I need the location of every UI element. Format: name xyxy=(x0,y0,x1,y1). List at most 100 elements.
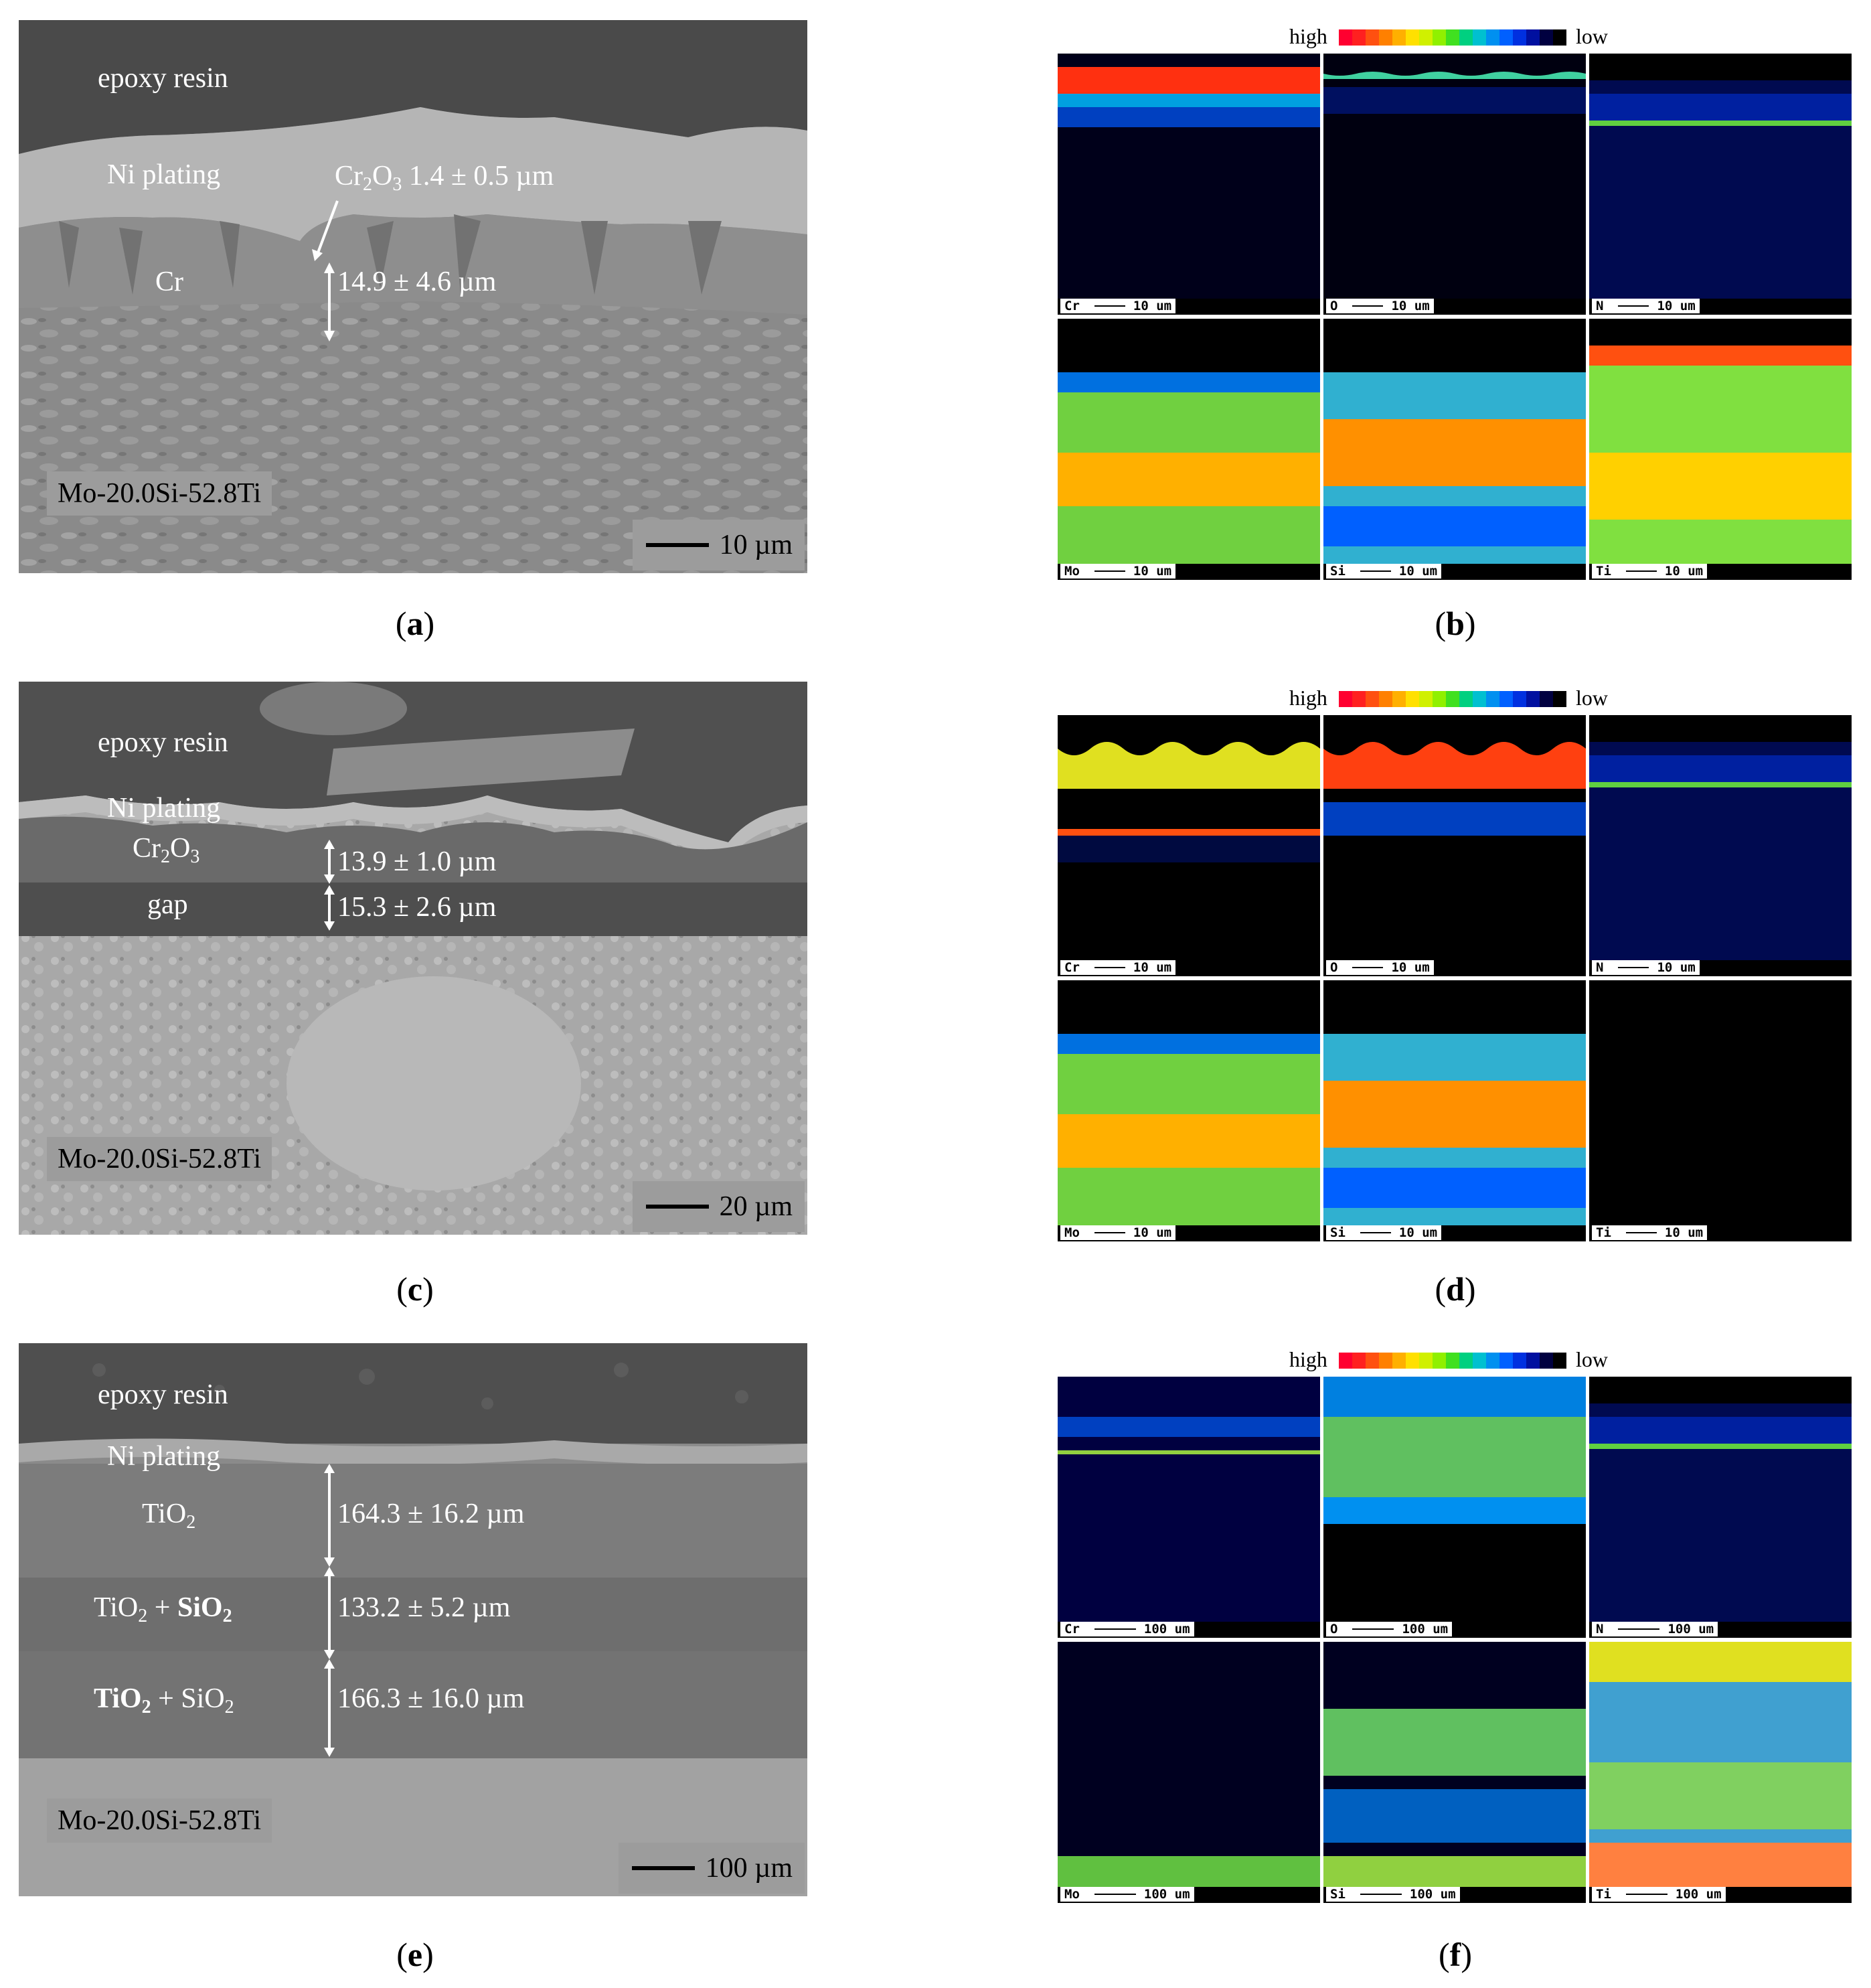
map-label: Cr 100 um xyxy=(1060,1622,1194,1636)
element-map-grid: Cr 100 um O 100 um N 100 um Mo 100 um Si 100 … xyxy=(1058,1377,1852,1903)
color-swatch xyxy=(1499,29,1513,46)
map-scale-label: 10 um xyxy=(1391,960,1430,975)
map-scale-label: 10 um xyxy=(1398,564,1438,579)
element-map-ti: Ti 10 um xyxy=(1589,980,1852,1241)
sem-image-e: epoxy resin Ni plating TiO2 164.3 ± 16.2… xyxy=(19,1343,807,1896)
map-label: Ti 10 um xyxy=(1592,1225,1708,1240)
color-swatch xyxy=(1446,1353,1459,1369)
map-scale-label: 100 um xyxy=(1143,1887,1190,1902)
map-scale-bar xyxy=(1094,305,1125,307)
map-label: Cr 10 um xyxy=(1060,299,1176,313)
map-scale-label: 10 um xyxy=(1664,1225,1704,1240)
map-label: Mo 10 um xyxy=(1060,1225,1176,1240)
element-symbol: Si xyxy=(1330,1225,1346,1240)
color-swatch xyxy=(1419,1353,1433,1369)
thickness-arrows-e xyxy=(324,1464,335,1757)
caption-b: (b) xyxy=(1435,605,1476,642)
map-scale-bar xyxy=(1094,1232,1125,1233)
element-map-image xyxy=(1058,980,1320,1225)
element-map-image xyxy=(1323,715,1586,960)
color-swatch xyxy=(1526,691,1540,707)
element-symbol: Cr xyxy=(1064,960,1080,975)
element-symbol: O xyxy=(1330,1622,1338,1636)
alloy-label-c: Mo-20.0Si-52.8Ti xyxy=(47,1137,272,1181)
map-label: O 10 um xyxy=(1326,299,1434,313)
element-symbol: N xyxy=(1596,1622,1604,1636)
epoxy-resin-label: epoxy resin xyxy=(98,1379,228,1410)
map-scale-bar xyxy=(1352,1628,1394,1630)
color-swatch xyxy=(1419,29,1433,46)
map-scale-label: 10 um xyxy=(1133,564,1172,579)
color-swatch xyxy=(1392,1353,1406,1369)
color-scale-bar xyxy=(1339,1353,1566,1369)
element-map-si: Si 10 um xyxy=(1323,980,1586,1241)
caption-a: (a) xyxy=(395,605,435,642)
element-symbol: Si xyxy=(1330,1887,1346,1902)
color-swatch xyxy=(1526,29,1540,46)
element-symbol: Cr xyxy=(1064,299,1080,313)
map-label: Si 10 um xyxy=(1326,1225,1442,1240)
element-map-mo: Mo 10 um xyxy=(1058,319,1320,580)
thickness-arrows-a xyxy=(312,200,339,341)
sem-image-a: epoxy resin Ni plating Cr2O3 1.4 ± 0.5 µ… xyxy=(19,20,807,573)
map-scale-bar xyxy=(1618,967,1649,968)
map-scale-bar xyxy=(1352,967,1384,968)
ni-plating-label: Ni plating xyxy=(107,793,221,824)
legend-high-label: high xyxy=(1289,1347,1327,1371)
ni-plating-label: Ni plating xyxy=(107,1441,221,1472)
color-swatch xyxy=(1366,1353,1379,1369)
element-map-image xyxy=(1058,715,1320,960)
map-scale-label: 10 um xyxy=(1133,960,1172,975)
element-symbol: Ti xyxy=(1596,564,1611,579)
map-label: N 10 um xyxy=(1592,299,1700,313)
color-swatch xyxy=(1379,691,1392,707)
element-symbol: Ti xyxy=(1596,1887,1611,1902)
element-map-image xyxy=(1323,54,1586,299)
scale-bar-c: 20 µm xyxy=(632,1181,805,1232)
legend-low-label: low xyxy=(1576,1347,1608,1371)
element-map-image xyxy=(1589,980,1852,1225)
map-scale-bar xyxy=(1094,1894,1136,1895)
epoxy-resin-label: epoxy resin xyxy=(98,727,228,758)
cr-layer-label: Cr xyxy=(155,266,183,297)
color-scale-bar xyxy=(1339,691,1566,707)
sem-micrograph-e xyxy=(19,1343,807,1896)
color-swatch xyxy=(1433,691,1446,707)
epoxy-resin-label: epoxy resin xyxy=(98,63,228,94)
color-swatch xyxy=(1352,1353,1366,1369)
map-scale-label: 100 um xyxy=(1409,1887,1456,1902)
map-label: O 100 um xyxy=(1326,1622,1453,1636)
element-symbol: Cr xyxy=(1064,1622,1080,1636)
color-swatch xyxy=(1406,691,1419,707)
caption-f: (f) xyxy=(1439,1936,1472,1973)
element-map-cr: Cr 10 um xyxy=(1058,715,1320,976)
map-scale-label: 10 um xyxy=(1664,564,1704,579)
color-swatch xyxy=(1366,691,1379,707)
map-scale-label: 100 um xyxy=(1402,1622,1449,1636)
color-swatch xyxy=(1446,29,1459,46)
color-swatch xyxy=(1473,691,1486,707)
scale-bar-a: 10 µm xyxy=(632,520,805,570)
element-map-image xyxy=(1589,54,1852,299)
element-symbol: N xyxy=(1596,299,1604,313)
map-scale-bar xyxy=(1094,570,1125,572)
map-scale-label: 10 um xyxy=(1657,299,1696,313)
sem-micrograph-c xyxy=(19,682,807,1235)
color-swatch xyxy=(1540,29,1553,46)
map-label: Si 100 um xyxy=(1326,1887,1460,1902)
color-swatch xyxy=(1352,691,1366,707)
tio2-sio2-layer-label: TiO2 + SiO2 xyxy=(94,1592,232,1626)
element-map-grid: Cr 10 um O 10 um N 10 um Mo 10 um Si 10 um Ti… xyxy=(1058,715,1852,1241)
element-map-image xyxy=(1058,1642,1320,1887)
element-map-image xyxy=(1589,1642,1852,1887)
color-swatch xyxy=(1553,1353,1566,1369)
color-swatch xyxy=(1486,691,1499,707)
element-map-image xyxy=(1058,1377,1320,1622)
element-map-n: N 100 um xyxy=(1589,1377,1852,1638)
cr-thickness-label: 14.9 ± 4.6 µm xyxy=(337,266,497,297)
element-map-n: N 10 um xyxy=(1589,54,1852,315)
color-swatch xyxy=(1553,29,1566,46)
map-label: Si 10 um xyxy=(1326,564,1442,579)
caption-d: (d) xyxy=(1435,1270,1476,1308)
alloy-label-e: Mo-20.0Si-52.8Ti xyxy=(47,1799,272,1843)
